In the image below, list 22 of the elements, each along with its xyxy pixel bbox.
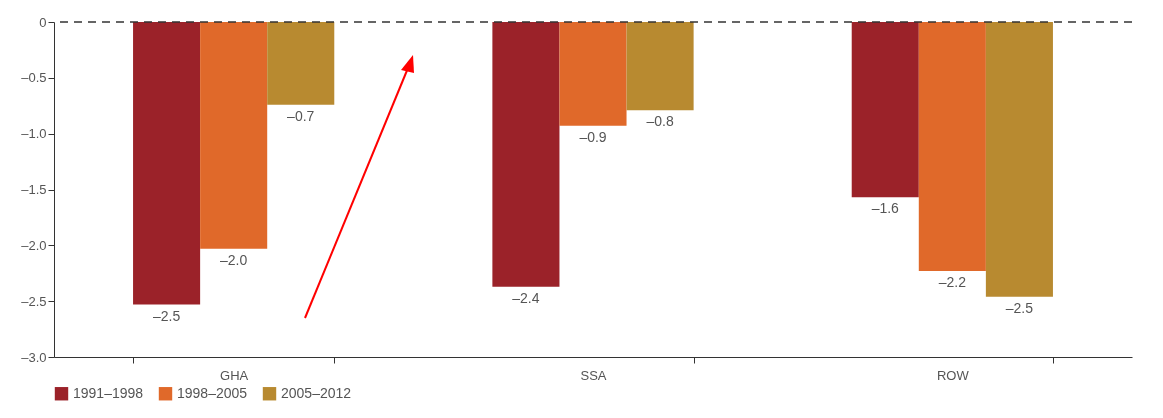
legend-label: 1998–2005 [177,384,248,401]
y-tick-label: –1.5 [21,182,47,197]
data-label: –2.4 [512,289,540,306]
data-label: –2.2 [938,274,967,291]
data-label: –2.5 [152,307,181,324]
x-tick-label: SSA [580,367,607,383]
legend-label: 2005–2012 [281,384,352,401]
data-label: –1.6 [871,200,900,217]
x-tick-label: ROW [936,367,970,383]
data-label: –0.7 [287,107,315,124]
y-tick-label: –2.0 [21,237,47,253]
y-tick-label: –0.5 [21,70,47,86]
data-label: –2.5 [1005,299,1034,316]
data-label: –0.8 [646,113,674,130]
legend-label: 1991–1998 [73,384,144,401]
data-label: –0.9 [579,128,607,145]
y-tick-label: –3.0 [21,349,47,365]
y-tick-label: 0 [39,14,47,30]
y-tick-label: –2.5 [21,293,47,309]
y-tick-label: –1.0 [21,126,47,142]
x-tick-label: GHA [220,367,249,383]
data-label: –2.0 [220,251,248,268]
